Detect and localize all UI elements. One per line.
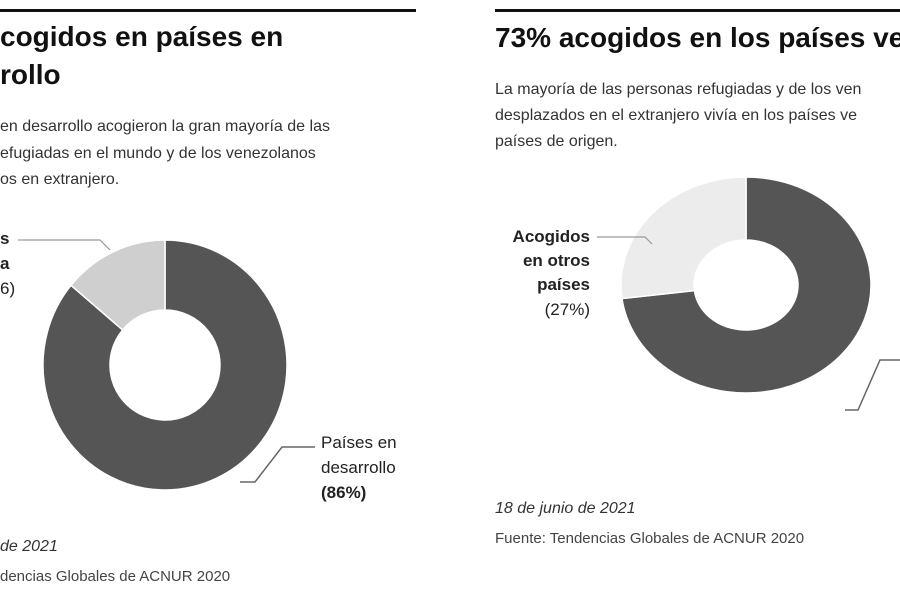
right-subtitle-line-1: La mayoría de las personas refugiadas y … xyxy=(495,81,862,98)
right-other-label-2: en otros xyxy=(522,251,590,270)
left-other-label-2: a xyxy=(0,254,10,273)
right-source: Fuente: Tendencias Globales de ACNUR 202… xyxy=(495,530,805,547)
left-title-line-1: cogidos en países en xyxy=(0,21,284,52)
right-other-label-3: países xyxy=(537,275,590,294)
right-top-rule xyxy=(495,9,900,12)
left-title-line-2: rollo xyxy=(0,59,61,90)
left-subtitle-line-1: en desarrollo acogieron la gran mayoría … xyxy=(0,118,330,135)
donut-slice-pa-ses-vecinos xyxy=(621,176,872,394)
left-main-label-1: Países en xyxy=(321,433,397,452)
right-donut xyxy=(620,176,872,394)
left-top-rule xyxy=(0,9,416,12)
left-other-leader-line xyxy=(18,239,111,251)
donut-slice-acogidos-en-otros-pa-ses xyxy=(620,176,747,300)
left-subtitle-line-2: efugiadas en el mundo y de los venezolan… xyxy=(0,145,316,162)
left-main-label-2: desarrollo xyxy=(321,458,396,477)
left-main-leader-line xyxy=(240,446,315,483)
left-main-label-3: (86%) xyxy=(321,483,367,502)
donut-slice-pa-ses-en-desarrollo xyxy=(42,239,288,491)
left-other-label-1: s xyxy=(0,229,10,248)
left-donut xyxy=(42,239,288,491)
right-date: 18 de junio de 2021 xyxy=(495,500,636,517)
left-date: de 2021 xyxy=(0,538,58,555)
left-source: dencias Globales de ACNUR 2020 xyxy=(0,568,231,585)
donut-slice-otros xyxy=(69,239,166,332)
right-other-leader-line xyxy=(597,236,653,245)
right-other-label-1: Acogidos xyxy=(512,227,590,246)
right-other-label-4: (27%) xyxy=(544,300,590,319)
right-main-leader-line xyxy=(845,359,900,411)
left-other-label-3: 6) xyxy=(0,279,16,298)
right-subtitle-line-2: desplazados en el extranjero vivía en lo… xyxy=(495,107,857,124)
right-subtitle-line-3: países de origen. xyxy=(495,133,618,150)
left-subtitle-line-3: os en extranjero. xyxy=(0,171,120,188)
right-title: 73% acogidos en los países ve xyxy=(495,22,900,53)
